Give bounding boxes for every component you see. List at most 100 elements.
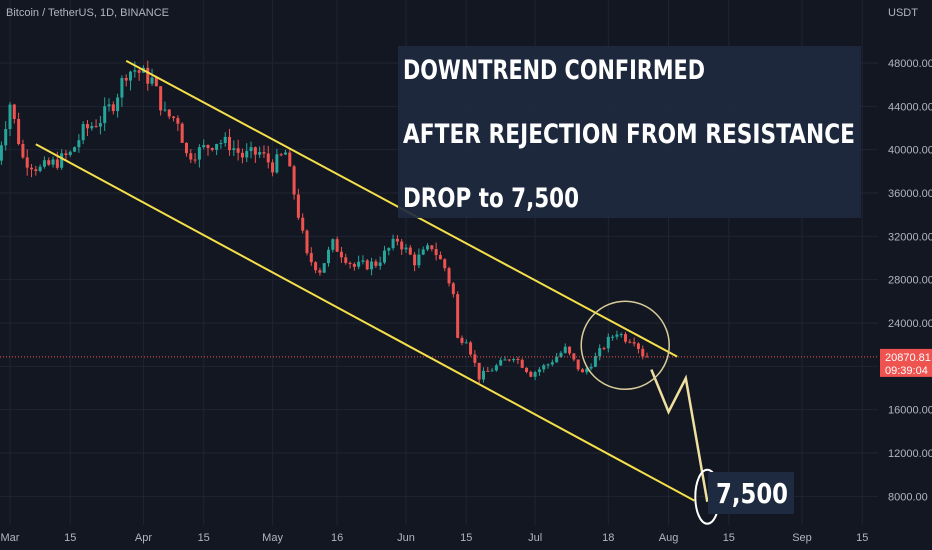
candle-body [30, 167, 34, 170]
candle-body [167, 109, 171, 117]
projection-path[interactable] [650, 369, 709, 502]
candle-body [434, 249, 438, 256]
candle-body [542, 365, 546, 370]
candle-body [602, 348, 606, 350]
candle-body [51, 159, 55, 165]
candle-body [606, 336, 610, 349]
channel-lower-line[interactable] [35, 143, 695, 502]
axis-unit-label: USDT [888, 7, 918, 19]
candle-body [8, 104, 12, 130]
candle-body [34, 169, 38, 171]
candle-body [137, 70, 141, 73]
candle-body [533, 372, 537, 377]
candle-body [219, 143, 223, 145]
candle-body [85, 124, 89, 129]
candle-body [611, 336, 615, 338]
candle-body [632, 342, 636, 344]
y-tick-label: 36000.00 [888, 188, 932, 200]
candle-body [400, 241, 404, 250]
candle-body [580, 369, 584, 373]
candle-body [120, 77, 124, 98]
candle-body [344, 257, 348, 263]
y-tick-label: 12000.00 [888, 448, 932, 460]
candle-body [154, 77, 158, 87]
candle-body [111, 104, 115, 112]
candle-body [503, 359, 507, 361]
candle-body [494, 365, 498, 371]
candle-body [314, 262, 318, 271]
candle-body [559, 352, 563, 357]
x-tick-label: Sep [792, 532, 812, 544]
candle-body [197, 147, 201, 160]
candle-body [210, 148, 214, 150]
time-axis[interactable]: Mar 15 Apr 15 May 16 Jun 15 Jul 18 Aug 15 Sep 15 [1, 532, 869, 544]
x-tick-label: Mar [1, 532, 20, 544]
candle-body [271, 162, 275, 173]
candle-body [628, 341, 632, 343]
candle-body [469, 342, 473, 355]
candle-body [305, 230, 309, 254]
candle-body [339, 251, 343, 258]
candle-body [464, 342, 468, 344]
candle-body [318, 270, 322, 273]
candle-body [585, 368, 589, 373]
candle-body [645, 356, 649, 358]
y-tick-label: 28000.00 [888, 275, 932, 287]
candle-body [550, 362, 554, 365]
x-tick-label: 15 [856, 532, 868, 544]
candle-body [236, 148, 240, 153]
candle-body [438, 255, 442, 260]
candle-body [12, 104, 16, 119]
candle-body [68, 151, 72, 155]
candle-body [537, 369, 541, 373]
rejection-circle[interactable] [580, 300, 670, 390]
candle-body [456, 294, 460, 338]
candle-body [378, 262, 382, 266]
current-price-value: 20870.81 [885, 352, 931, 364]
candle-body [421, 249, 425, 255]
candle-body [292, 166, 296, 195]
candle-body [0, 145, 3, 161]
candle-body [529, 371, 533, 377]
x-tick-label: Jun [397, 532, 415, 544]
target-label: 7,500 [708, 472, 794, 514]
candle-body [335, 239, 339, 252]
candle-body [395, 238, 399, 242]
candle-body [245, 151, 249, 158]
candle-body [490, 370, 494, 372]
y-tick-label: 24000.00 [888, 318, 932, 330]
candle-body [193, 159, 197, 161]
x-tick-label: 15 [460, 532, 472, 544]
x-tick-label: 16 [331, 532, 343, 544]
candle-body [507, 359, 511, 361]
candle-body [512, 359, 516, 361]
candle-body [223, 136, 227, 144]
candle-body [184, 142, 188, 154]
candle-body [481, 370, 485, 380]
candle-body [615, 334, 619, 337]
candle-body [589, 366, 593, 369]
candle-body [357, 261, 361, 267]
candle-body [404, 247, 408, 250]
candle-body [555, 356, 559, 363]
candle-body [90, 126, 94, 129]
x-tick-label: 15 [198, 532, 210, 544]
candle-body [413, 254, 417, 266]
candle-body [180, 123, 184, 143]
candle-body [64, 153, 68, 155]
candle-body [159, 86, 163, 111]
candlestick-series [0, 60, 649, 383]
y-tick-label: 8000.00 [888, 491, 928, 503]
x-tick-label: Apr [135, 532, 152, 544]
candle-body [240, 152, 244, 158]
candle-body [361, 260, 365, 262]
candle-body [382, 250, 386, 263]
candle-body [150, 77, 154, 84]
target-label-background [708, 472, 794, 514]
candle-body [370, 261, 374, 270]
price-axis[interactable]: USDT 8000.0012000.0016000.0020000.002400… [888, 7, 932, 503]
candle-body [460, 337, 464, 343]
x-tick-label: Aug [659, 532, 679, 544]
candle-body [258, 152, 262, 155]
